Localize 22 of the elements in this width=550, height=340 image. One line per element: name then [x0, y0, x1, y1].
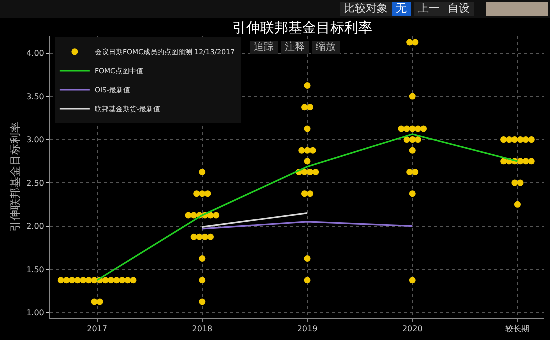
x-tick-label: 2019 — [297, 324, 318, 334]
y-tick-label: 1.50 — [26, 265, 44, 274]
y-tick-label: 2.50 — [26, 178, 44, 188]
y-tick-label: 3.00 — [26, 136, 44, 145]
y-tick-label: 2.00 — [26, 222, 44, 232]
chart-title: 引伸联邦基金目标利率 — [232, 20, 372, 37]
x-tick-label: 2018 — [192, 324, 213, 334]
annotation: 追踪 — [250, 41, 278, 54]
text: 上一 — [414, 2, 444, 16]
y-axis-title: 引伸联邦基金目标利率 — [9, 122, 22, 232]
toolbar: 追踪 注释 缩放 — [250, 40, 343, 54]
x-tick-label: 较长期 — [506, 324, 530, 334]
text: 自设 — [444, 2, 474, 16]
x-tick-label: 2020 — [402, 324, 423, 334]
y-tick-label: 1.00 — [26, 308, 44, 318]
x-tick-label: 2017 — [87, 324, 108, 334]
annotation: 注释 — [281, 41, 309, 54]
annotation: 缩放 — [312, 41, 340, 54]
text: 无 — [392, 2, 411, 16]
y-tick-label: 3.50 — [26, 92, 44, 102]
text: 比较对象 — [340, 2, 392, 16]
y-tick-label: 4.00 — [26, 49, 44, 58]
